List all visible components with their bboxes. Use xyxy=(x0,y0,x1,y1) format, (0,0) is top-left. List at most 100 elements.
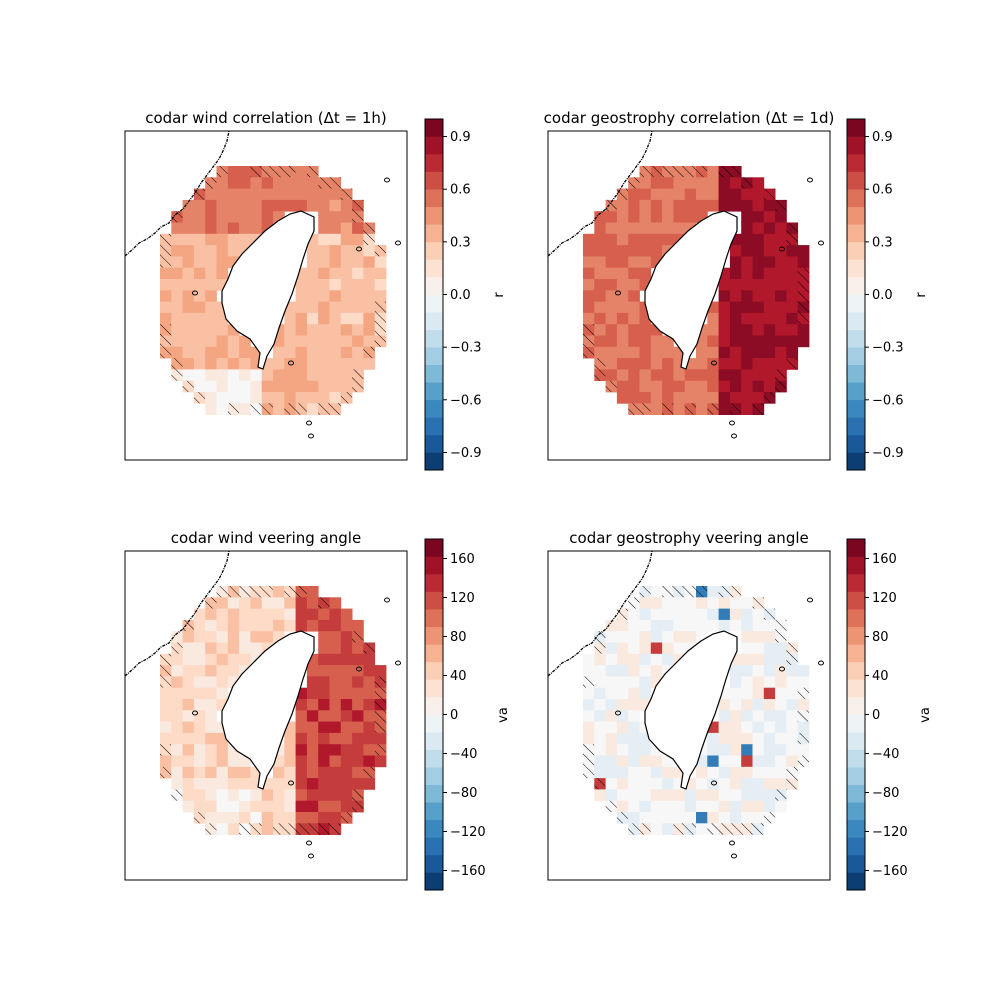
islet-outline xyxy=(807,597,813,603)
heatmap-cell xyxy=(639,653,652,666)
colorbar-swatch xyxy=(847,854,865,873)
hatch-mark xyxy=(374,699,386,711)
heatmap-cell xyxy=(363,358,376,370)
heatmap-cell xyxy=(729,177,742,189)
colorbar-swatch xyxy=(847,452,865,471)
heatmap-cell xyxy=(616,233,629,246)
heatmap-cell xyxy=(662,766,674,779)
heatmap-cell xyxy=(193,245,206,257)
islet-outline xyxy=(807,177,813,183)
heatmap-cell xyxy=(205,279,217,291)
heatmap-cell xyxy=(284,177,296,189)
colorbar-label: r xyxy=(914,292,929,298)
heatmap-cell xyxy=(318,699,330,711)
heatmap-cell xyxy=(295,177,308,189)
heatmap-cell xyxy=(239,608,251,621)
heatmap-cell xyxy=(374,279,387,291)
heatmap-cell xyxy=(639,324,652,336)
hatch-mark xyxy=(696,586,708,598)
heatmap-cell xyxy=(216,800,229,813)
heatmap-cell xyxy=(318,778,330,790)
heatmap-cell xyxy=(752,233,765,246)
colorbar: 160 120 80 40 0 −40 −80 −120 −160 xyxy=(424,538,486,891)
heatmap-cell xyxy=(239,631,251,643)
heatmap-cell xyxy=(284,800,296,813)
hatch-mark xyxy=(583,755,595,767)
heatmap-cell xyxy=(160,312,172,325)
heatmap-cell xyxy=(273,778,285,790)
heatmap-cell xyxy=(239,380,251,393)
heatmap-cell xyxy=(193,710,206,722)
heatmap-cell xyxy=(340,324,353,336)
heatmap-cell xyxy=(741,665,753,677)
hatch-mark xyxy=(239,823,251,835)
heatmap-cell xyxy=(171,710,183,722)
heatmap-cell xyxy=(616,312,629,325)
mainland-coastline xyxy=(124,550,230,677)
hatch-mark xyxy=(352,631,364,643)
heatmap-cell xyxy=(763,290,776,302)
heatmap-cell xyxy=(273,812,285,824)
heatmap-cell xyxy=(639,642,652,655)
heatmap-cell xyxy=(707,324,719,336)
hatch-mark xyxy=(171,642,183,654)
hatch-mark xyxy=(763,392,776,404)
heatmap-cell xyxy=(182,312,195,325)
heatmap-cell xyxy=(239,211,251,223)
heatmap-cell xyxy=(797,335,810,348)
heatmap-cell xyxy=(363,312,376,325)
hatch-mark xyxy=(318,177,330,189)
heatmap-cell xyxy=(239,358,251,370)
heatmap-cell xyxy=(616,710,629,722)
heatmap-cell xyxy=(261,597,274,609)
colorbar-tick-label: 120 xyxy=(872,591,897,606)
heatmap-cell xyxy=(741,279,753,291)
heatmap-cell xyxy=(763,687,776,700)
heatmap-cell xyxy=(605,222,618,235)
heatmap-cell xyxy=(650,586,663,598)
colorbar-swatch xyxy=(847,206,865,225)
hatch-mark xyxy=(227,403,240,415)
heatmap-cell xyxy=(583,245,595,257)
heatmap-cell xyxy=(786,290,799,302)
heatmap-cell xyxy=(696,346,708,359)
heatmap-cell xyxy=(239,653,251,666)
heatmap-cell xyxy=(216,312,229,325)
hatch-mark xyxy=(160,324,172,336)
heatmap-cell xyxy=(329,290,342,302)
heatmap-cell xyxy=(763,744,776,756)
heatmap-cell xyxy=(306,380,319,393)
heatmap-cell xyxy=(639,392,652,404)
heatmap-cell xyxy=(171,324,183,336)
heatmap-cell xyxy=(616,211,629,223)
colorbar-swatch xyxy=(425,276,443,295)
colorbar-swatch xyxy=(425,837,443,856)
heatmap-cell xyxy=(306,699,319,711)
heatmap-cell xyxy=(718,710,731,722)
heatmap-cell xyxy=(340,256,353,269)
heatmap-cell xyxy=(673,631,686,643)
colorbar-swatch xyxy=(425,364,443,383)
heatmap-cell xyxy=(662,642,674,655)
heatmap-cell xyxy=(583,233,595,246)
heatmap-cell xyxy=(662,789,674,802)
heatmap-cell xyxy=(763,665,776,677)
heatmap-cell xyxy=(306,586,319,598)
heatmap-cell xyxy=(752,211,765,223)
hatch-mark xyxy=(583,744,595,756)
heatmap-cell xyxy=(752,642,765,655)
heatmap-cell xyxy=(628,199,640,212)
colorbar-tick-label: 0.9 xyxy=(872,130,893,145)
hatch-mark xyxy=(205,177,217,189)
colorbar-swatch xyxy=(847,819,865,838)
heatmap-cell xyxy=(775,653,787,666)
heatmap-cell xyxy=(741,744,753,756)
heatmap-cell xyxy=(205,301,217,314)
hatch-mark xyxy=(193,188,206,200)
heatmap-cell xyxy=(273,403,285,415)
heatmap-cell xyxy=(605,369,618,382)
heatmap-cell xyxy=(329,267,342,280)
heatmap-cell xyxy=(605,233,618,246)
heatmap-cell xyxy=(227,823,240,835)
heatmap-cell xyxy=(616,676,629,689)
